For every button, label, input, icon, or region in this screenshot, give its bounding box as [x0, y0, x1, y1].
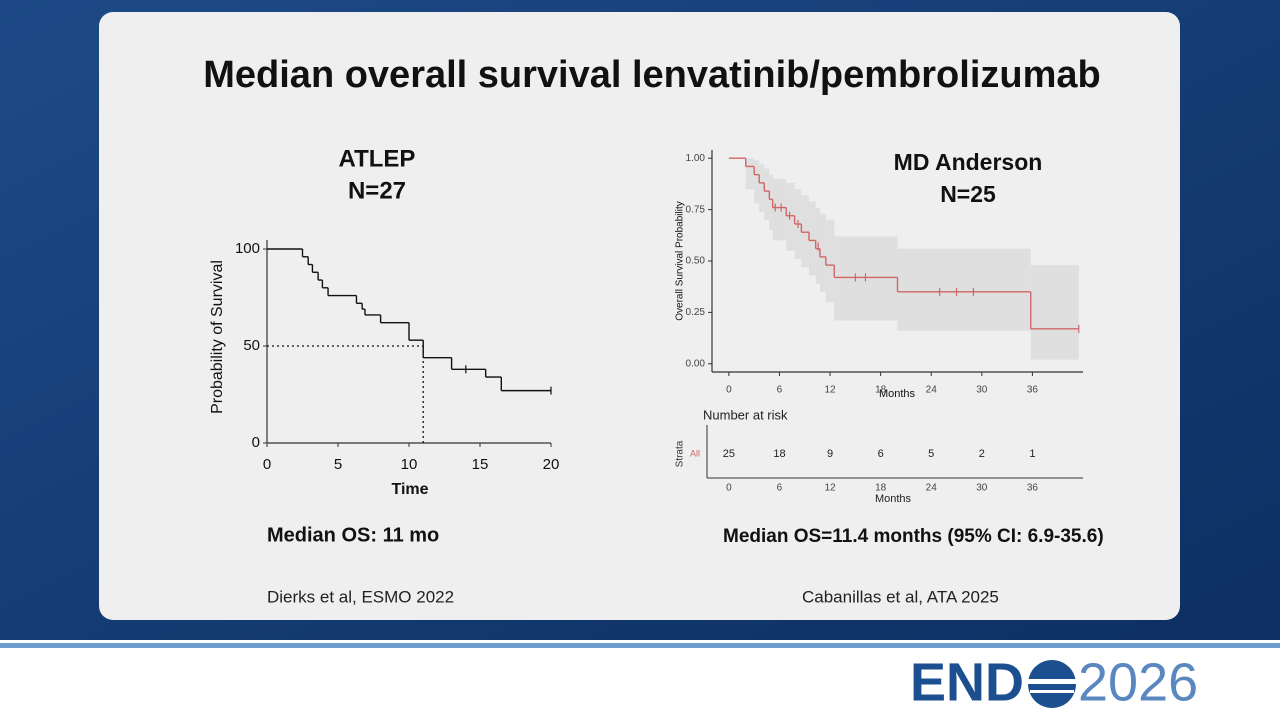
- y-axis-label: Probability of Survival: [209, 260, 226, 414]
- x-axis-label: Months: [879, 388, 916, 400]
- y-tick-label: 50: [243, 337, 260, 354]
- x-tick-label: 30: [976, 385, 988, 396]
- x-tick-label: 10: [401, 456, 418, 473]
- risk-time: 30: [976, 483, 988, 494]
- y-tick-label: 1.00: [686, 153, 706, 164]
- ci-band: [769, 174, 773, 231]
- x-tick-label: 36: [1027, 385, 1039, 396]
- x-tick-label: 18: [875, 385, 887, 396]
- y-tick-label: 0.25: [686, 307, 706, 318]
- x-tick-label: 24: [926, 385, 938, 396]
- risk-count: 18: [773, 448, 785, 460]
- citation: Cabanillas et al, ATA 2025: [802, 587, 999, 606]
- risk-strata: All: [690, 448, 700, 458]
- risk-count: 1: [1029, 448, 1035, 460]
- ci-band: [1030, 265, 1079, 360]
- chart-subtitle: N=27: [348, 177, 406, 204]
- ci-band: [759, 164, 765, 212]
- ci-band: [801, 195, 809, 268]
- y-tick-label: 0.50: [686, 256, 706, 267]
- footer-rule: [0, 643, 1280, 648]
- y-tick-label: 0: [252, 434, 260, 451]
- y-tick-label: 100: [235, 240, 260, 257]
- risk-time: 36: [1027, 483, 1039, 494]
- slide-panel: [99, 12, 1180, 620]
- risk-count: 5: [928, 448, 934, 460]
- chart-title: ATLEP: [339, 145, 416, 172]
- risk-time: 18: [875, 483, 887, 494]
- risk-strata-label: Strata: [675, 440, 686, 467]
- logo-globe: [1028, 660, 1076, 708]
- risk-xlabel: Months: [875, 493, 912, 505]
- risk-time: 12: [824, 483, 836, 494]
- annotation: Median OS=11.4 months (95% CI: 6.9-35.6): [723, 526, 1104, 547]
- logo-right: 2026: [1078, 652, 1198, 712]
- risk-time: 24: [926, 483, 938, 494]
- citation: Dierks et al, ESMO 2022: [267, 587, 454, 606]
- logo-left: END: [910, 652, 1024, 712]
- y-tick-label: 0.75: [686, 204, 706, 215]
- ci-band: [786, 182, 795, 251]
- risk-time: 6: [777, 483, 783, 494]
- risk-count: 9: [827, 448, 833, 460]
- ci-band: [754, 160, 760, 204]
- ci-band: [745, 158, 755, 190]
- ci-band: [825, 219, 835, 303]
- y-axis-label: Overall Survival Probability: [675, 201, 686, 321]
- chart-subtitle: N=25: [940, 181, 996, 207]
- risk-title: Number at risk: [703, 407, 788, 422]
- ci-band: [772, 178, 787, 241]
- slide-title: Median overall survival lenvatinib/pembr…: [203, 54, 1100, 96]
- x-tick-label: 0: [263, 456, 271, 473]
- ci-band: [897, 248, 1031, 331]
- x-tick-label: 20: [543, 456, 560, 473]
- ci-band: [808, 201, 816, 276]
- chart-title: MD Anderson: [894, 149, 1043, 175]
- x-tick-label: 15: [472, 456, 489, 473]
- x-tick-label: 6: [777, 385, 783, 396]
- x-tick-label: 5: [334, 456, 342, 473]
- ci-band: [819, 213, 826, 292]
- x-tick-label: 12: [824, 385, 836, 396]
- y-tick-label: 0.00: [686, 358, 706, 369]
- x-axis-label: Time: [391, 481, 428, 498]
- annotation: Median OS: 11 mo: [267, 524, 439, 546]
- risk-count: 6: [878, 448, 884, 460]
- risk-time: 0: [726, 483, 732, 494]
- x-tick-label: 0: [726, 385, 732, 396]
- risk-count: 25: [723, 448, 735, 460]
- ci-band: [764, 168, 770, 220]
- risk-count: 2: [979, 448, 985, 460]
